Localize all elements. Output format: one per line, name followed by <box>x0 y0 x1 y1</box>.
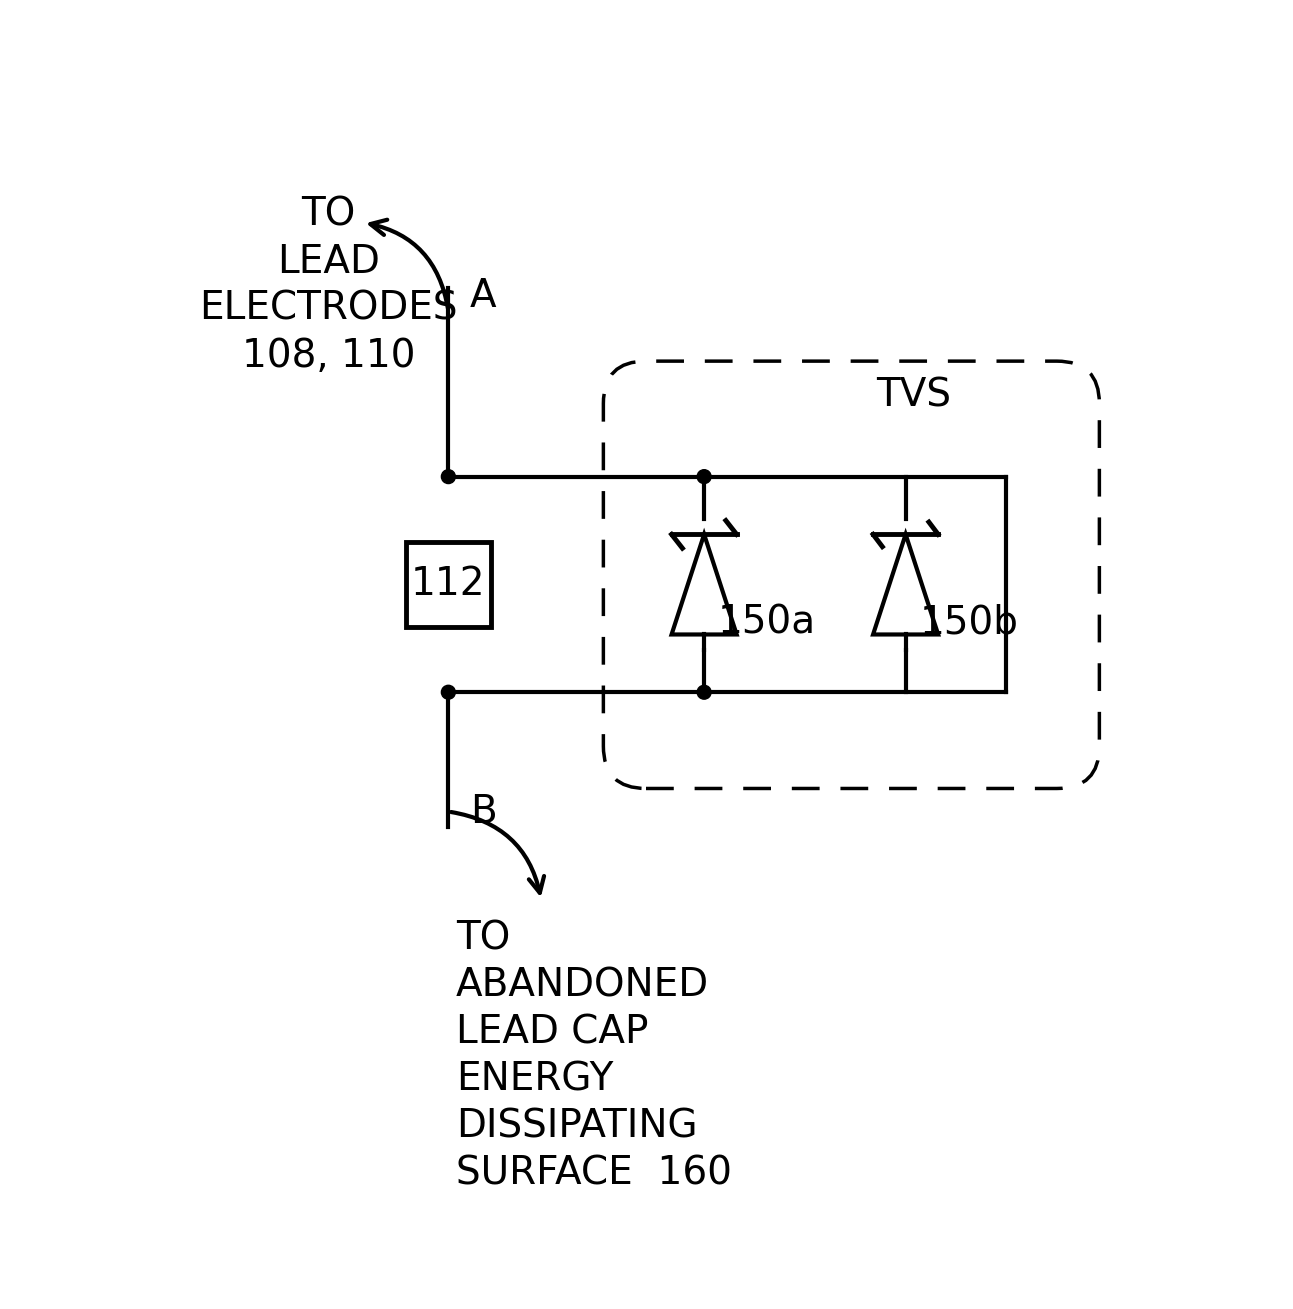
Bar <box>406 542 491 627</box>
Circle shape <box>441 470 455 483</box>
Text: TO
ABANDONED
LEAD CAP
ENERGY
DISSIPATING
SURFACE  160: TO ABANDONED LEAD CAP ENERGY DISSIPATING… <box>456 919 732 1192</box>
Text: 150b: 150b <box>919 603 1019 641</box>
Text: TO
LEAD
ELECTRODES
108, 110: TO LEAD ELECTRODES 108, 110 <box>199 195 458 374</box>
Circle shape <box>441 686 455 699</box>
Text: B: B <box>471 792 497 831</box>
Text: 112: 112 <box>411 565 486 603</box>
Circle shape <box>697 470 711 483</box>
Text: TVS: TVS <box>875 377 950 415</box>
Circle shape <box>697 686 711 699</box>
Text: A: A <box>471 276 497 314</box>
Text: 150a: 150a <box>718 603 816 641</box>
